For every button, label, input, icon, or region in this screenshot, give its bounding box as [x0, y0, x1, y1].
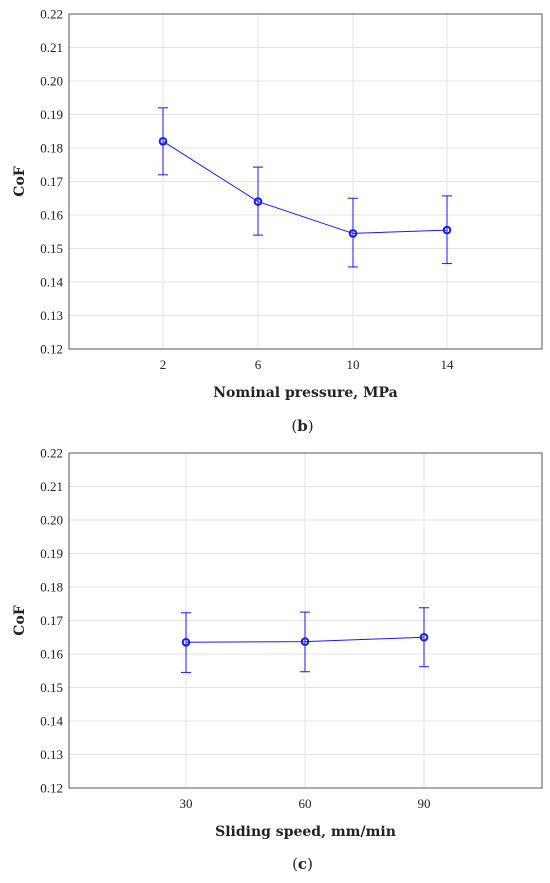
error-bar	[300, 611, 310, 673]
y-axis-label: CoF	[12, 166, 28, 196]
data-point	[348, 229, 358, 238]
y-tick-label: 0.13	[40, 308, 63, 323]
y-tick-label: 0.19	[40, 546, 63, 561]
error-bar	[348, 197, 358, 268]
x-tick-label: 6	[255, 357, 262, 372]
error-bar	[442, 195, 452, 265]
y-tick-label: 0.22	[40, 7, 63, 22]
error-bar	[158, 107, 168, 176]
error-bar	[253, 166, 263, 236]
y-tick-label: 0.16	[40, 647, 63, 662]
x-tick-label: 10	[347, 357, 360, 372]
error-bar	[419, 607, 429, 668]
y-tick-label: 0.21	[40, 479, 63, 494]
x-tick-label: 14	[441, 357, 455, 372]
series-line	[162, 140, 448, 234]
x-tick-label: 2	[160, 357, 167, 372]
y-tick-label: 0.14	[40, 275, 63, 290]
x-axis-label: Sliding speed, mm/min	[215, 824, 396, 840]
y-tick-label: 0.14	[40, 714, 63, 729]
y-tick-label: 0.17	[40, 174, 63, 189]
y-tick-label: 0.16	[40, 208, 63, 223]
y-tick-label: 0.15	[40, 241, 63, 256]
plot-frame	[68, 452, 543, 789]
y-tick-label: 0.12	[40, 342, 63, 357]
y-axis-label: CoF	[12, 605, 28, 635]
y-tick-label: 0.18	[40, 580, 63, 595]
x-tick-label: 30	[180, 796, 193, 811]
data-point	[419, 632, 429, 642]
y-tick-label: 0.17	[40, 613, 63, 628]
chart-panel-c: 0.12 0.13 0.14 0.15 0.16 0.17 0.18 0.19 0.20 0.21…	[12, 446, 543, 873]
y-tick-label: 0.19	[40, 107, 63, 122]
data-point	[181, 637, 191, 647]
caption-letter: b	[297, 417, 308, 435]
x-tick-label: 90	[418, 796, 431, 811]
data-point	[300, 637, 310, 646]
x-tick-label: 60	[299, 796, 312, 811]
x-axis-label: Nominal pressure, MPa	[213, 385, 397, 401]
panel-caption: (c)	[292, 855, 313, 873]
caption-letter: c	[298, 855, 307, 873]
y-tick-label: 0.20	[40, 513, 63, 528]
y-tick-label: 0.12	[40, 781, 63, 796]
error-bar	[181, 612, 191, 673]
data-point	[158, 137, 168, 146]
caption-open-paren: (	[291, 417, 297, 435]
panel-caption: (b)	[291, 417, 313, 435]
y-tick-label: 0.20	[40, 74, 63, 89]
data-point	[442, 225, 452, 235]
y-tick-label: 0.15	[40, 680, 63, 695]
y-tick-label: 0.13	[40, 747, 63, 762]
caption-open-paren: (	[292, 855, 298, 873]
y-tick-label: 0.18	[40, 141, 63, 156]
plot-frame	[68, 13, 543, 350]
caption-close-paren: )	[307, 855, 313, 873]
y-tick-label: 0.22	[40, 446, 63, 461]
y-tick-label: 0.21	[40, 40, 63, 55]
caption-close-paren: )	[308, 417, 314, 435]
data-point	[253, 197, 263, 206]
chart-panel-b: 0.12 0.13 0.14 0.15 0.16 0.17 0.18 0.19 0.20 0.21…	[12, 7, 543, 435]
